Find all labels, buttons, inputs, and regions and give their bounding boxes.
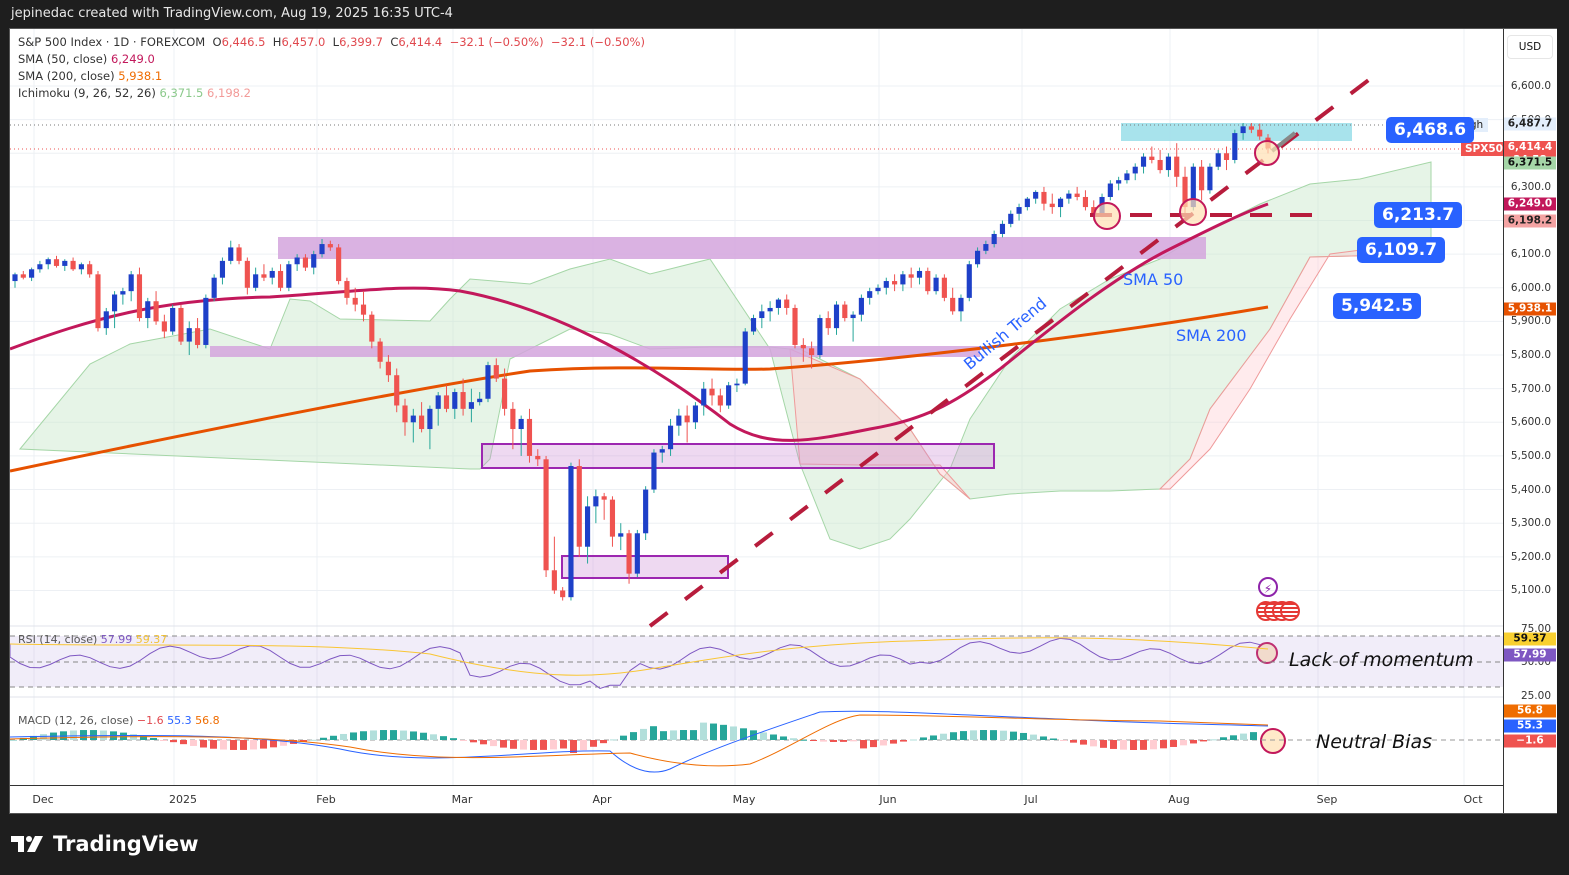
low-value: 6,399.7 [339,35,383,49]
macd-hist-value: −1.6 [136,714,164,727]
price-tick-label: 5,900.0 [1510,315,1551,328]
price-level-callout[interactable]: 6,109.7 [1357,237,1446,263]
sma200-value: 5,938.1 [118,69,163,83]
sma50-label: SMA (50, close) [18,52,108,66]
close-label: C [390,35,399,49]
time-tick-label: Aug [1168,793,1190,806]
close-value: 6,414.4 [398,35,443,49]
high-value: 6,457.0 [281,35,326,49]
price-tick-label: 6,000.0 [1510,281,1551,294]
sma200-annotation[interactable]: SMA 200 [1176,326,1247,345]
time-tick-label: 2025 [169,793,197,806]
price-tick-label: 6,600.0 [1510,80,1551,92]
price-axis-tag: 6,198.2 [1504,214,1556,228]
chart-frame: S&P 500 Index · 1D · FOREXCOM O6,446.5 H… [9,28,1557,814]
time-tick-label: Dec [32,793,54,806]
macd-note-annotation[interactable]: Neutral Bias [1316,731,1433,753]
sma50-legend-row[interactable]: SMA (50, close) 6,249.0 [18,51,645,68]
sma200-label: SMA (200, close) [18,69,115,83]
open-label: O [212,35,222,49]
us-flag-icon [1280,601,1300,621]
price-tick-label: 5,100.0 [1510,584,1551,597]
price-tick-label: 5,500.0 [1510,449,1551,462]
price-axis-tag: 6,249.0 [1504,197,1556,211]
time-tick-label: May [732,793,756,806]
macd-line-value: 55.3 [167,714,192,727]
change-value-2: −32.1 (−0.50%) [550,35,645,49]
macd-label: MACD (12, 26, close) [18,714,134,727]
rsi-note-annotation[interactable]: Lack of momentum [1289,649,1474,671]
sma200-legend-row[interactable]: SMA (200, close) 5,938.1 [18,68,645,85]
price-axis-tag: 6,371.5 [1504,156,1556,170]
brand-name: TradingView [53,832,199,856]
price-axis-tag: 5,938.1 [1504,302,1556,316]
rsi-axis-tag: 59.37 [1504,632,1556,646]
time-tick-label: Jun [879,793,897,806]
price-tick-label: 5,400.0 [1510,483,1551,496]
open-value: 6,446.5 [221,35,266,49]
price-level-callout[interactable]: 5,942.5 [1333,293,1422,319]
chart-legend: S&P 500 Index · 1D · FOREXCOM O6,446.5 H… [18,34,645,102]
ichimoku-span-a: 6,371.5 [159,86,204,100]
chart-plot-area[interactable]: S&P 500 Index · 1D · FOREXCOM O6,446.5 H… [10,29,1515,785]
rsi-tick-label: 25.00 [1520,690,1551,702]
sma50-annotation[interactable]: SMA 50 [1123,270,1184,289]
time-tick-label: Jul [1024,793,1038,806]
time-tick-label: Mar [451,793,473,806]
macd-axis-tag: 56.8 [1504,704,1556,718]
ichimoku-legend-row[interactable]: Ichimoku (9, 26, 52, 26) 6,371.5 6,198.2 [18,85,645,102]
price-level-callout[interactable]: 6,213.7 [1374,202,1463,228]
sma50-value: 6,249.0 [110,52,155,66]
time-axis[interactable]: Dec 2025 Feb Mar Apr May Jun Jul Aug Sep Oct [10,785,1503,814]
rsi-tick-label: 75.00 [1520,623,1551,635]
macd-axis-tag: 55.3 [1504,719,1556,733]
rsi-axis-tag: 57.99 [1504,648,1556,662]
attribution-text: jepinedac created with TradingView.com, … [11,6,453,21]
price-tick-label: 5,600.0 [1510,416,1551,429]
price-axis[interactable]: 6,600.06,500.06,400.06,300.06,200.06,100… [1503,29,1557,813]
price-tick-label: 5,800.0 [1510,349,1551,362]
rsi-value: 57.99 [100,633,133,646]
macd-signal-value: 56.8 [195,714,220,727]
price-tick-label: 5,700.0 [1510,382,1551,395]
time-tick-label: Apr [592,793,612,806]
price-axis-tag: 6,487.7 [1504,117,1556,131]
change-value: −32.1 (−0.50%) [449,35,544,49]
macd-legend[interactable]: MACD (12, 26, close) −1.6 55.3 56.8 [18,714,220,727]
symbol-legend-row[interactable]: S&P 500 Index · 1D · FOREXCOM O6,446.5 H… [18,34,645,51]
time-tick-label: Sep [1316,793,1338,806]
macd-axis-tag: −1.6 [1504,734,1556,748]
price-tick-label: 6,100.0 [1510,248,1551,261]
rsi-label: RSI (14, close) [18,633,98,646]
time-tick-label: Oct [1463,793,1483,806]
attribution-bar: jepinedac created with TradingView.com, … [0,0,1569,28]
tradingview-logo[interactable]: TradingView [11,832,198,856]
low-label: L [332,35,340,49]
price-level-callout[interactable]: 6,468.6 [1386,117,1475,143]
price-tick-label: 5,200.0 [1510,550,1551,563]
us-economic-events-icon[interactable] [1256,601,1300,621]
tradingview-logo-icon [11,836,43,852]
high-label: H [272,35,282,49]
price-tick-label: 6,300.0 [1510,180,1551,193]
price-chart-canvas[interactable] [10,29,1503,785]
ichimoku-label: Ichimoku (9, 26, 52, 26) [18,86,156,100]
ichimoku-span-b: 6,198.2 [207,86,251,100]
symbol-price-tag: SPX500 [1461,142,1515,156]
price-tick-label: 5,300.0 [1510,517,1551,530]
rsi-legend[interactable]: RSI (14, close) 57.99 59.37 [18,633,167,646]
lightning-event-icon[interactable]: ⚡ [1258,577,1278,597]
rsi-signal-value: 59.37 [135,633,168,646]
currency-button[interactable]: USD [1507,35,1553,59]
time-tick-label: Feb [316,793,336,806]
symbol-name: S&P 500 Index · 1D · FOREXCOM [18,35,206,49]
